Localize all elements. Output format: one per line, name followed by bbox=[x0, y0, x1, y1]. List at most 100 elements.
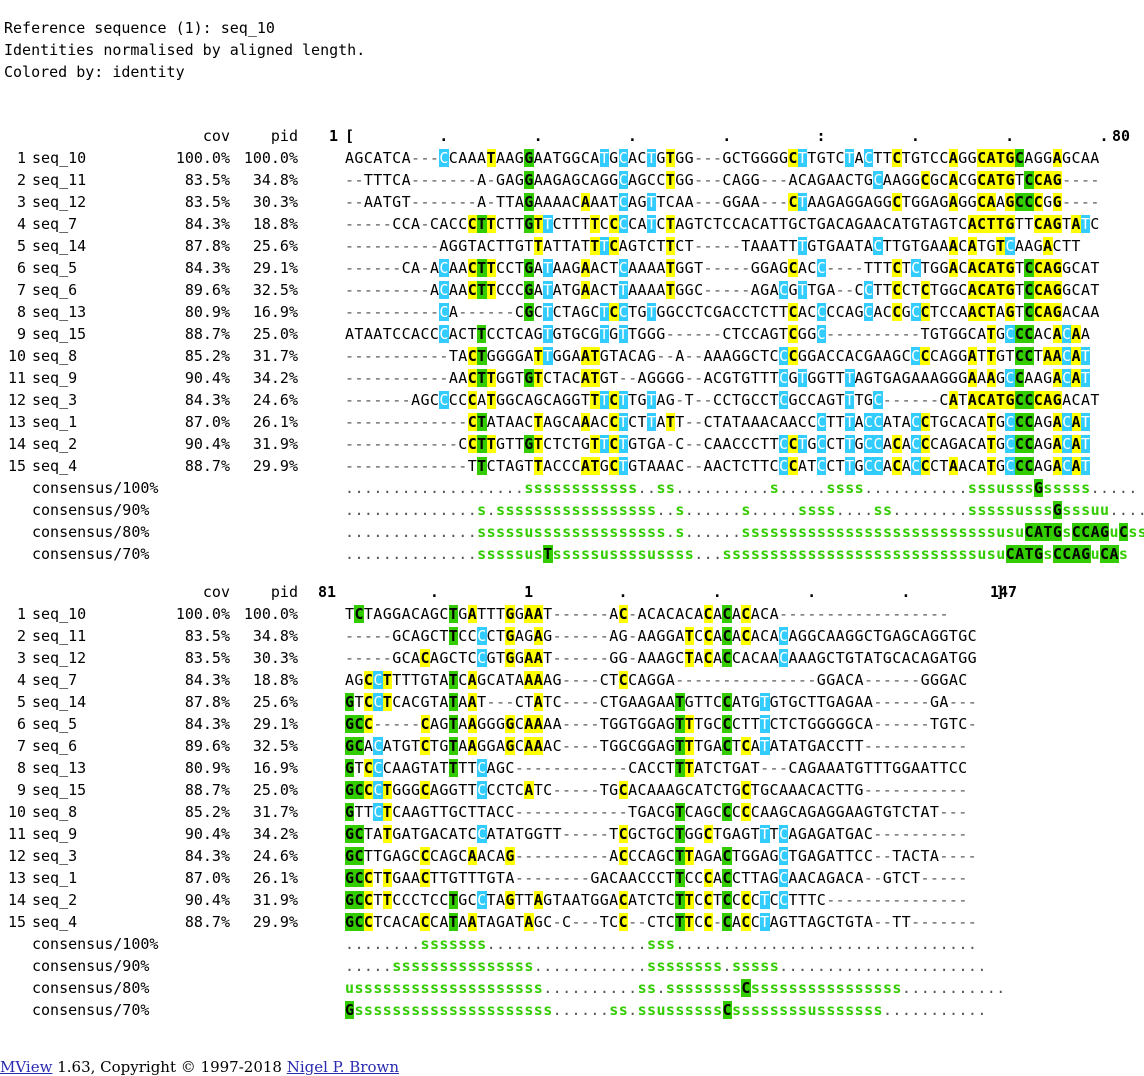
ruler: [ . . . . : . . . bbox=[345, 127, 1109, 145]
row-number: 7 bbox=[16, 737, 26, 755]
sequence-id: seq_6 bbox=[32, 281, 78, 299]
row-number: 1 bbox=[16, 605, 26, 623]
pid-header: pid bbox=[270, 127, 298, 145]
sequence-id: seq_2 bbox=[32, 891, 78, 909]
coverage-value: 89.6% bbox=[184, 281, 230, 299]
coverage-value: 90.4% bbox=[184, 369, 230, 387]
row-number: 13 bbox=[7, 869, 26, 887]
consensus-sequence: Gsssssssssssssssssssss......ss.ssussssss… bbox=[345, 1001, 987, 1019]
ruler-end: 80 bbox=[1112, 127, 1131, 145]
pid-value: 32.5% bbox=[252, 737, 298, 755]
aligned-sequence: -----GCACAGCTCCGTGGAAT------GG-AAAGCTACA… bbox=[345, 649, 978, 667]
coverage-value: 80.9% bbox=[184, 303, 230, 321]
pid-value: 25.0% bbox=[252, 325, 298, 343]
coverage-value: 87.8% bbox=[184, 237, 230, 255]
sequence-id: seq_14 bbox=[32, 693, 87, 711]
aligned-sequence: GTCCTCACGTATAAT---CTATC----CTGAAGAATGTTC… bbox=[345, 693, 978, 711]
coverage-value: 87.0% bbox=[184, 869, 230, 887]
aligned-sequence: -------AGCCCCCATGGCAGCAGGTTTCTTGTAG-T--C… bbox=[345, 391, 1100, 409]
sequence-id: seq_6 bbox=[32, 737, 78, 755]
pid-value: 31.9% bbox=[252, 891, 298, 909]
sequence-id: seq_13 bbox=[32, 759, 87, 777]
pid-value: 25.6% bbox=[252, 693, 298, 711]
ruler: . 1 . . . . ] bbox=[345, 583, 1006, 601]
sequence-id: seq_7 bbox=[32, 215, 78, 233]
alignment-header: Reference sequence (1): seq_10 Identities… bbox=[4, 17, 365, 83]
aligned-sequence: ----------CA------CGCTCTAGCTCCTGTGGCCTCG… bbox=[345, 303, 1100, 321]
pid-value: 24.6% bbox=[252, 391, 298, 409]
aligned-sequence: -------------TTCTAGTTACCCATGCTGTAAAC--AA… bbox=[345, 457, 1091, 475]
coverage-value: 89.6% bbox=[184, 737, 230, 755]
coverage-value: 90.4% bbox=[184, 891, 230, 909]
consensus-sequence: .....sssssssssssssss............ssssssss… bbox=[345, 957, 987, 975]
coverage-value: 90.4% bbox=[184, 435, 230, 453]
reference-line: Reference sequence (1): seq_10 bbox=[4, 19, 275, 37]
coloring-line: Colored by: identity bbox=[4, 63, 185, 81]
coverage-value: 83.5% bbox=[184, 193, 230, 211]
sequence-id: seq_11 bbox=[32, 171, 87, 189]
aligned-sequence: -----GCAGCTTCCCCTGAGAG------AG-AAGGATCCA… bbox=[345, 627, 978, 645]
consensus-label: consensus/70% bbox=[32, 545, 150, 563]
pid-value: 29.1% bbox=[252, 715, 298, 733]
ruler-end: 147 bbox=[990, 583, 1018, 601]
row-number: 15 bbox=[7, 457, 26, 475]
sequence-id: seq_4 bbox=[32, 457, 78, 475]
aligned-sequence: GTTCTCAAGTTGCTTACC------------TGACGTCAGC… bbox=[345, 803, 968, 821]
coverage-value: 88.7% bbox=[184, 325, 230, 343]
row-number: 7 bbox=[16, 281, 26, 299]
mview-link[interactable]: MView bbox=[0, 1058, 53, 1076]
cov-header: cov bbox=[202, 583, 230, 601]
consensus-sequence: ..............sssssussssssssssssss.s....… bbox=[345, 523, 1144, 541]
row-number: 11 bbox=[7, 369, 26, 387]
consensus-label: consensus/100% bbox=[32, 479, 159, 497]
consensus-sequence: ussssssssssssssssssss..........ss.ssssss… bbox=[345, 979, 1006, 997]
aligned-sequence: -------------CTATAACTAGCAAACCTCTTATT--CT… bbox=[345, 413, 1091, 431]
pid-value: 25.0% bbox=[252, 781, 298, 799]
normalisation-line: Identities normalised by aligned length. bbox=[4, 41, 366, 59]
sequence-id: seq_3 bbox=[32, 391, 78, 409]
pid-value: 18.8% bbox=[252, 215, 298, 233]
row-number: 1 bbox=[16, 149, 26, 167]
row-number: 8 bbox=[16, 759, 26, 777]
author-link[interactable]: Nigel P. Brown bbox=[286, 1058, 399, 1076]
aligned-sequence: GCTTGAGCCCAGCAACAG----------ACCCAGCTTAGA… bbox=[345, 847, 978, 865]
row-number: 2 bbox=[16, 171, 26, 189]
sequence-id: seq_1 bbox=[32, 869, 78, 887]
row-number: 3 bbox=[16, 649, 26, 667]
coverage-value: 100.0% bbox=[175, 149, 230, 167]
pid-value: 18.8% bbox=[252, 671, 298, 689]
row-number: 14 bbox=[7, 435, 26, 453]
aligned-sequence: GCCTCACACCATAATAGATAGC-C---TCC--CTCTTCC-… bbox=[345, 913, 978, 931]
coverage-value: 85.2% bbox=[184, 347, 230, 365]
row-number: 8 bbox=[16, 303, 26, 321]
coverage-value: 83.5% bbox=[184, 627, 230, 645]
row-number: 4 bbox=[16, 671, 26, 689]
aligned-sequence: --TTTCA-------A-GAGGAAGAGCAGGCAGCCTGG---… bbox=[345, 171, 1100, 189]
pid-value: 29.1% bbox=[252, 259, 298, 277]
aligned-sequence: ----------AGGTACTTGTTATTATTTCAGTCTTCT---… bbox=[345, 237, 1081, 255]
row-number: 2 bbox=[16, 627, 26, 645]
sequence-id: seq_9 bbox=[32, 825, 78, 843]
aligned-sequence: TCTAGGACAGCTGATTTGGAAT------AC-ACACACACA… bbox=[345, 605, 949, 623]
ruler-start: 1 bbox=[328, 127, 338, 145]
aligned-sequence: GCTATGATGACATCCATATGGTT-----TCGCTGCTGGCT… bbox=[345, 825, 968, 843]
coverage-value: 84.3% bbox=[184, 259, 230, 277]
pid-value: 26.1% bbox=[252, 413, 298, 431]
pid-value: 100.0% bbox=[243, 149, 298, 167]
aligned-sequence: -----CCA-CACCCTTCTTGTTCTTTTCCCCATCTAGTCT… bbox=[345, 215, 1100, 233]
pid-value: 29.9% bbox=[252, 457, 298, 475]
sequence-id: seq_3 bbox=[32, 847, 78, 865]
coverage-value: 84.3% bbox=[184, 671, 230, 689]
consensus-sequence: ..............s.sssssssssssssssss..s....… bbox=[345, 501, 1144, 519]
coverage-value: 84.3% bbox=[184, 847, 230, 865]
coverage-value: 83.5% bbox=[184, 171, 230, 189]
pid-value: 16.9% bbox=[252, 759, 298, 777]
ruler-start: 81 bbox=[317, 583, 336, 601]
aligned-sequence: GTCCCAAGTATTTTCAGC------------CACCTTTATC… bbox=[345, 759, 968, 777]
row-number: 10 bbox=[7, 803, 26, 821]
row-number: 12 bbox=[7, 847, 26, 865]
coverage-value: 80.9% bbox=[184, 759, 230, 777]
pid-value: 34.2% bbox=[252, 825, 298, 843]
sequence-id: seq_8 bbox=[32, 803, 78, 821]
aligned-sequence: GCCCTGGGCAGGTTCCCTCATC-----TGCACAAAGCATC… bbox=[345, 781, 968, 799]
